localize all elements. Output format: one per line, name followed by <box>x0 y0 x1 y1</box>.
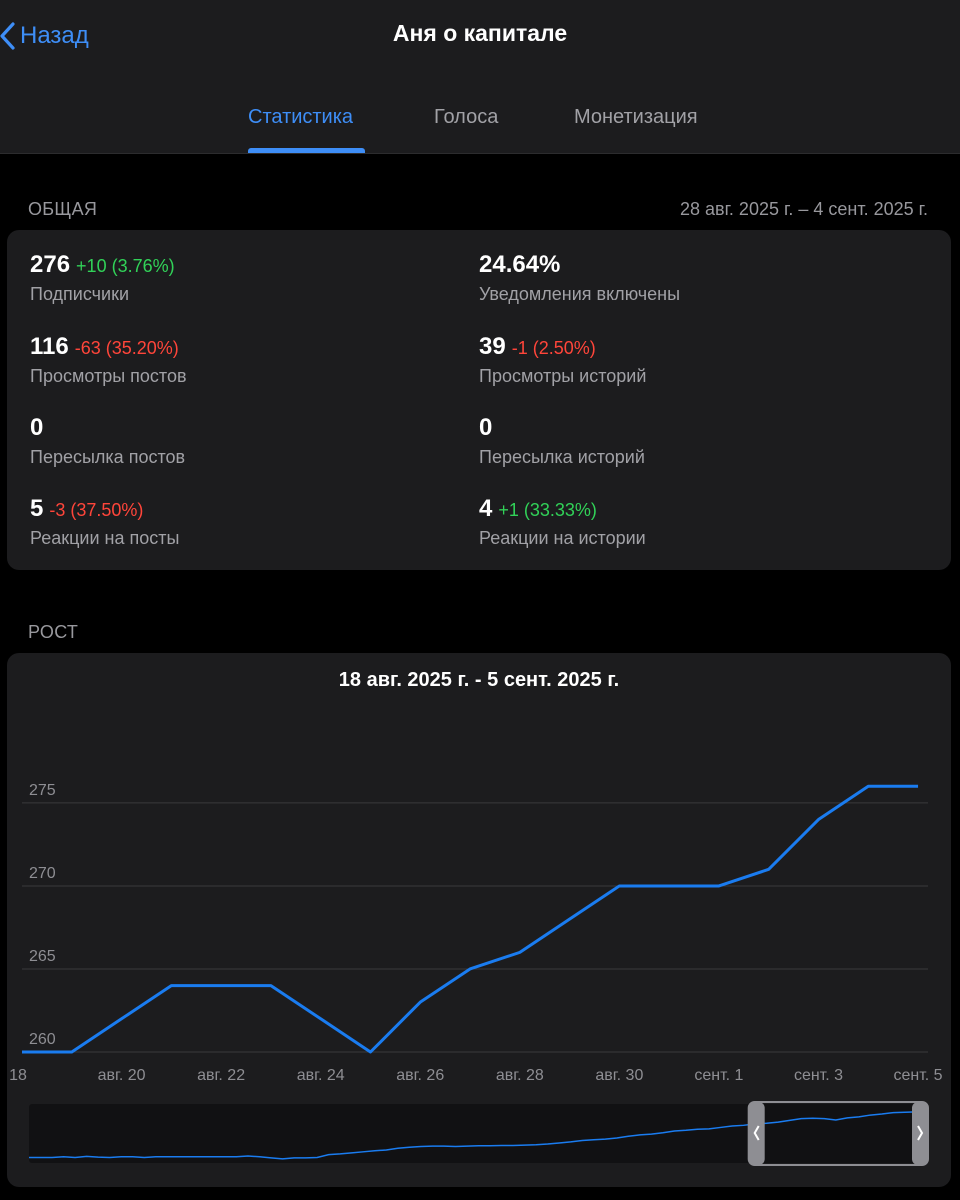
y-tick-label: 265 <box>29 948 56 965</box>
stat-story-shares: 0 Пересылка историй <box>479 414 645 468</box>
overview-section-label: ОБЩАЯ <box>28 199 98 219</box>
y-tick-label: 275 <box>29 782 56 799</box>
stat-value: 5 <box>30 495 44 522</box>
stat-label: Подписчики <box>30 284 130 304</box>
x-tick-label: авг. 26 <box>396 1067 444 1084</box>
stat-value: 24.64% <box>479 251 561 278</box>
stat-story-views: 39 -1 (2.50%) Просмотры историй <box>479 333 646 387</box>
chevron-left-icon <box>0 22 15 50</box>
back-label: Назад <box>20 22 89 49</box>
stat-story-reactions: 4 +1 (33.33%) Реакции на истории <box>479 495 646 549</box>
growth-section-label: РОСТ <box>28 622 79 642</box>
navigator-line <box>29 1109 929 1160</box>
x-tick-label: авг. 20 <box>98 1067 146 1084</box>
tab-monetization[interactable]: Монетизация <box>574 106 698 128</box>
navigator-left-handle[interactable] <box>748 1102 765 1165</box>
x-tick-label: 18 <box>9 1067 27 1084</box>
stat-label: Пересылка постов <box>30 447 186 467</box>
stat-label: Реакции на посты <box>30 528 180 548</box>
stat-delta: +10 (3.76%) <box>76 256 175 276</box>
active-tab-indicator <box>248 148 365 153</box>
stat-subscribers: 276 +10 (3.76%) Подписчики <box>30 251 175 305</box>
stat-label: Просмотры историй <box>479 366 647 386</box>
stat-value: 276 <box>30 251 71 278</box>
stat-post-shares: 0 Пересылка постов <box>30 414 185 468</box>
y-tick-label: 260 <box>29 1031 56 1048</box>
x-tick-label: авг. 24 <box>297 1067 345 1084</box>
growth-chart-card: 18 авг. 2025 г. - 5 сент. 2025 г. 260 265… <box>7 653 951 1187</box>
overview-date-range: 28 авг. 2025 г. – 4 сент. 2025 г. <box>679 199 928 219</box>
stat-label: Пересылка историй <box>479 447 645 467</box>
stat-value: 39 <box>479 333 506 360</box>
back-button[interactable]: Назад <box>0 18 89 54</box>
stat-value: 116 <box>30 333 69 360</box>
chevron-right-icon <box>917 1125 924 1141</box>
stat-label: Уведомления включены <box>479 284 681 304</box>
series-line <box>22 784 919 1054</box>
x-tick-label: сент. 3 <box>794 1067 843 1084</box>
y-tick-label: 270 <box>29 865 56 882</box>
growth-chart[interactable]: 260 265 270 275 18 авг. 20 авг. 22 авг. 24 авг. … <box>7 653 951 1187</box>
stat-value: 0 <box>479 414 493 441</box>
x-tick-label: авг. 22 <box>197 1067 245 1084</box>
x-tick-label: авг. 28 <box>496 1067 544 1084</box>
stat-post-views: 116 -63 (35.20%) Просмотры постов <box>30 333 187 387</box>
stat-value: 4 <box>479 495 493 522</box>
stat-post-reactions: 5 -3 (37.50%) Реакции на посты <box>30 495 179 549</box>
tab-statistics[interactable]: Статистика <box>248 106 354 128</box>
x-tick-label: сент. 1 <box>694 1067 743 1084</box>
stat-label: Реакции на истории <box>479 528 646 548</box>
stat-delta: -1 (2.50%) <box>511 338 596 358</box>
stat-delta: -63 (35.20%) <box>74 338 179 358</box>
stat-value: 0 <box>30 414 44 441</box>
stat-delta: -3 (37.50%) <box>49 500 144 520</box>
stat-delta: +1 (33.33%) <box>498 500 597 520</box>
tab-polls[interactable]: Голоса <box>434 106 499 128</box>
stat-notifications: 24.64% Уведомления включены <box>479 251 680 305</box>
chart-title: 18 авг. 2025 г. - 5 сент. 2025 г. <box>338 669 620 691</box>
chevron-left-icon <box>753 1125 760 1141</box>
x-tick-label: сент. 5 <box>894 1067 943 1084</box>
navigator-background <box>29 1104 928 1163</box>
stat-label: Просмотры постов <box>30 366 187 386</box>
navigator-right-handle[interactable] <box>912 1102 928 1165</box>
x-tick-label: авг. 30 <box>595 1067 643 1084</box>
page-title: Аня о капитале <box>392 20 568 46</box>
overview-card: 276 +10 (3.76%) Подписчики 24.64% Уведомл… <box>7 230 951 570</box>
navigation-bar: Назад Аня о капитале Статистика Голоса М… <box>0 0 960 154</box>
